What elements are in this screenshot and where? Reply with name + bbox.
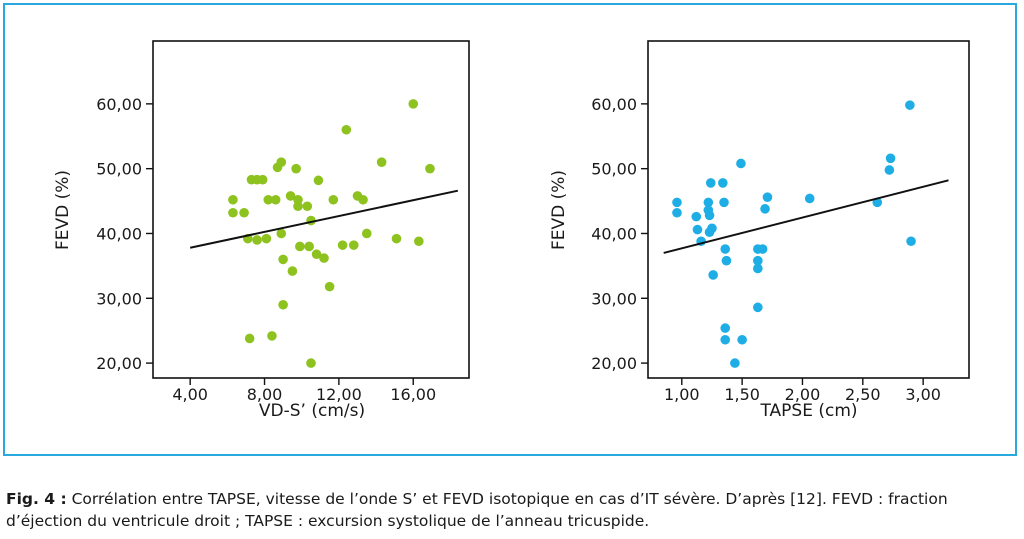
left-data-point [376, 157, 387, 167]
left-data-point [293, 194, 303, 205]
left-data-point [287, 266, 298, 276]
left-data-point [311, 249, 322, 260]
left-plot-frame [152, 40, 470, 379]
right-x-tick-label: 3,00 [905, 385, 941, 404]
caption-text: Corrélation entre TAPSE, vitesse de l’on… [6, 490, 948, 530]
left-data-point [328, 194, 339, 205]
left-data-point [267, 331, 277, 341]
right-data-point [672, 197, 682, 208]
left-data-point [270, 194, 281, 205]
left-data-point [257, 174, 268, 185]
right-data-point [691, 211, 702, 222]
left-x-tick-label: 16,00 [390, 385, 436, 404]
left-y-tick-label: 20,00 [96, 354, 142, 373]
left-y-axis-label: FEVD (%) [53, 170, 73, 250]
right-x-tick-label: 1,50 [724, 385, 760, 404]
left-x-tick-label: 12,00 [316, 385, 362, 404]
left-data-point [304, 241, 314, 252]
right-data-point [692, 224, 703, 235]
left-data-point [341, 124, 352, 135]
right-data-point [704, 210, 715, 221]
left-data-point [306, 358, 316, 368]
left-data-point [302, 201, 313, 212]
left-data-point [276, 228, 287, 239]
left-y-tick-label: 60,00 [96, 95, 142, 114]
left-data-point [408, 99, 419, 109]
right-data-point [707, 223, 717, 234]
left-data-point [319, 253, 329, 263]
left-data-point [285, 191, 296, 201]
right-regression-line [663, 179, 949, 254]
right-data-point [705, 178, 716, 188]
left-data-point [391, 233, 402, 244]
right-x-tick-label: 1,00 [664, 385, 700, 404]
left-data-point [228, 194, 238, 205]
right-data-point [737, 334, 747, 345]
right-data-point [753, 255, 763, 266]
left-data-point [295, 241, 305, 252]
left-data-point [425, 163, 435, 174]
right-data-point [730, 358, 740, 368]
right-data-point [720, 323, 731, 333]
right-data-point [703, 197, 714, 208]
chart-vd-s-vs-fevd: 20,00 30,00 40,00 50,00 60,00 4,00 8,00 12,00 16… [53, 40, 470, 421]
right-data-point [736, 158, 746, 169]
right-data-point [804, 193, 815, 204]
left-data-point [278, 254, 288, 265]
right-data-point [905, 100, 915, 110]
left-data-point [278, 299, 288, 310]
left-data-point [239, 207, 249, 218]
right-data-point [720, 334, 731, 345]
right-data-point [721, 255, 732, 266]
left-data-point [252, 235, 262, 245]
right-data-point [906, 236, 916, 247]
right-plot-frame [647, 40, 970, 379]
right-y-tick-label: 40,00 [591, 224, 637, 243]
left-data-point [244, 333, 255, 344]
right-data-point [762, 192, 773, 202]
left-data-point [324, 281, 335, 292]
right-data-point [753, 302, 763, 313]
right-y-axis-label: FEVD (%) [549, 170, 569, 250]
left-y-tick-label: 40,00 [96, 224, 142, 243]
left-data-point [358, 194, 368, 205]
right-data-point [885, 153, 896, 164]
right-data-point [719, 197, 729, 208]
right-y-tick-label: 50,00 [591, 160, 637, 179]
left-data-point [337, 240, 348, 250]
right-x-axis-label: TAPSE (cm) [759, 401, 857, 421]
right-data-point [720, 244, 731, 254]
caption-label: Fig. 4 : [6, 490, 67, 508]
left-x-tick-label: 4,00 [172, 385, 208, 404]
left-data-point [276, 157, 287, 167]
left-x-axis-label: VD-S’ (cm/s) [259, 401, 365, 421]
left-data-point [263, 194, 274, 205]
right-data-point [884, 165, 895, 175]
left-data-point [361, 228, 372, 239]
right-y-tick-label: 30,00 [591, 289, 637, 308]
right-data-point [672, 207, 682, 218]
figure-frame [3, 3, 1017, 456]
chart-tapse-vs-fevd: 20,00 30,00 40,00 50,00 60,00 1,00 1,50 2,00 2,5… [549, 40, 970, 421]
left-data-point [228, 207, 238, 218]
left-data-point [313, 175, 324, 186]
right-x-tick-label: 2,00 [785, 385, 821, 404]
right-x-tick-label: 2,50 [845, 385, 881, 404]
right-y-tick-label: 20,00 [591, 354, 637, 373]
left-data-point [291, 163, 301, 174]
left-x-tick-label: 8,00 [247, 385, 283, 404]
left-data-point [348, 240, 359, 250]
left-data-point [261, 233, 272, 244]
right-data-point [718, 178, 728, 188]
right-y-tick-label: 60,00 [591, 95, 637, 114]
left-y-tick-label: 50,00 [96, 160, 142, 179]
left-data-point [414, 236, 424, 247]
right-data-point [753, 263, 763, 274]
figure-caption: Fig. 4 : Corrélation entre TAPSE, vitess… [6, 488, 1018, 532]
left-regression-line [189, 189, 459, 249]
right-data-point [760, 204, 770, 214]
left-y-tick-label: 30,00 [96, 289, 142, 308]
right-data-point [708, 270, 718, 280]
right-data-point [757, 244, 768, 254]
